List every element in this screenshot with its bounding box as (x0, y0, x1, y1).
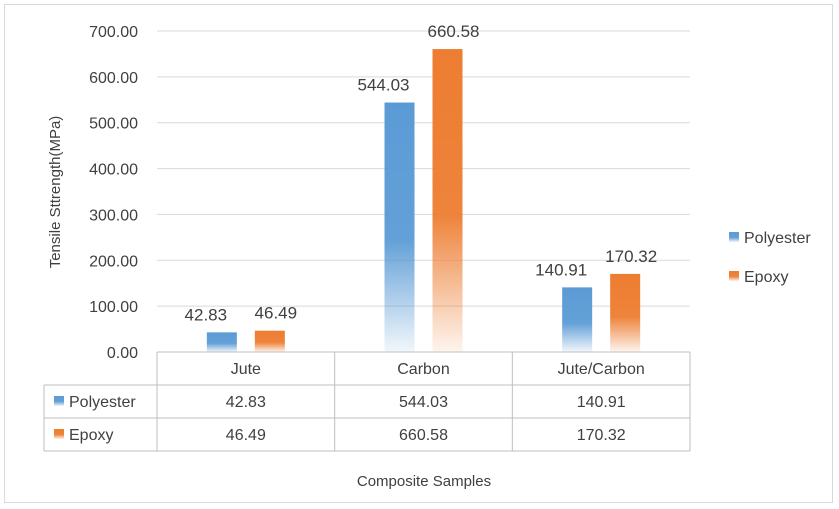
y-tick-label: 400.00 (89, 162, 138, 179)
y-tick-label: 200.00 (89, 253, 138, 270)
bar-polyester-0 (206, 332, 237, 352)
table-row-header: Polyester (69, 394, 136, 411)
data-label: 46.49 (255, 304, 298, 323)
table-cell: 46.49 (226, 427, 266, 444)
chart-frame (4, 4, 833, 503)
x-tick-label: Jute/Carbon (558, 361, 645, 378)
table-cell: 170.32 (577, 427, 626, 444)
y-tick-labels: 0.00 100.00 200.00 300.00 400.00 500.00 600.00… (89, 24, 138, 362)
y-tick-label: 100.00 (89, 299, 138, 316)
data-label: 170.32 (605, 247, 657, 266)
y-tick-label: 700.00 (89, 24, 138, 41)
table-cell: 544.03 (399, 394, 448, 411)
x-tick-label: Jute (231, 361, 261, 378)
x-axis-title: Composite Samples (357, 473, 491, 490)
data-label: 42.83 (185, 305, 228, 324)
table-cell: 140.91 (577, 394, 626, 411)
bar-polyester-1 (384, 102, 415, 353)
data-label: 140.91 (535, 260, 587, 279)
legend-label: Epoxy (744, 269, 788, 286)
bar-epoxy-1 (432, 49, 463, 353)
bar-epoxy-2 (610, 273, 641, 352)
table-legend-key (54, 396, 64, 406)
x-tick-label: Carbon (397, 361, 449, 378)
data-labels: 42.83 46.49 544.03 660.58 140.91 170.32 (185, 22, 658, 324)
data-label: 544.03 (358, 76, 410, 95)
gridlines (157, 30, 690, 353)
legend: Polyester Epoxy (729, 230, 811, 286)
y-tick-label: 300.00 (89, 207, 138, 224)
bars (206, 49, 641, 353)
legend-swatch (729, 271, 739, 281)
table-cell: 660.58 (399, 427, 448, 444)
table-cell: 42.83 (226, 394, 266, 411)
y-tick-label: 600.00 (89, 70, 138, 87)
bar-polyester-2 (562, 287, 593, 352)
legend-swatch (729, 232, 739, 242)
bar-epoxy-0 (254, 330, 285, 352)
data-table: Jute Carbon Jute/Carbon Polyester 42.83 544.0… (43, 351, 691, 452)
y-tick-label: 0.00 (107, 345, 138, 362)
table-row-header: Epoxy (69, 427, 113, 444)
data-label: 660.58 (428, 22, 480, 41)
legend-label: Polyester (744, 230, 811, 247)
y-axis-title: Tensile Sttrength(MPa) (47, 116, 64, 269)
table-legend-key (54, 429, 64, 439)
y-tick-label: 500.00 (89, 116, 138, 133)
